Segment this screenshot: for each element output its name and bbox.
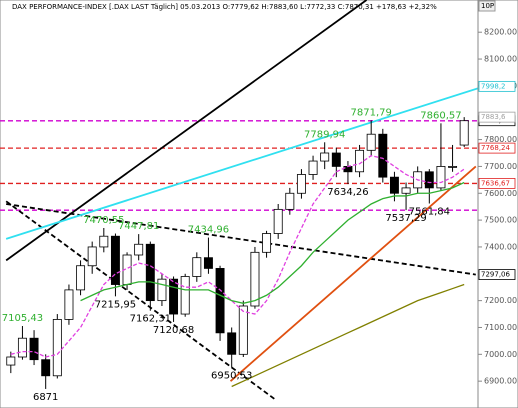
corner-box xyxy=(478,0,496,12)
y-tick-label: 6900.00 xyxy=(484,377,517,386)
candle-body xyxy=(169,278,179,315)
price-annotation: 7537,29 xyxy=(385,213,426,224)
price-annotation: 7789,94 xyxy=(304,129,345,140)
y-tick-label: 7400.00 xyxy=(484,242,517,251)
price-marker-label: 7636,67 xyxy=(481,179,510,187)
price-annotation: 7105,43 xyxy=(2,313,43,324)
trend-line xyxy=(5,87,478,240)
candle-body xyxy=(52,319,62,377)
candle-body xyxy=(238,305,248,355)
candle-body xyxy=(366,133,376,151)
moving-average xyxy=(231,283,465,388)
price-annotation: 7860,57 xyxy=(420,110,461,121)
candle-body xyxy=(215,268,225,334)
price-marker-box xyxy=(478,269,516,280)
price-annotation: 7120,68 xyxy=(153,325,194,336)
price-marker-box xyxy=(478,111,516,123)
price-annotation: 7634,26 xyxy=(327,187,368,198)
candle-body xyxy=(41,359,51,377)
candle-body xyxy=(87,246,97,267)
candle-body xyxy=(134,243,144,256)
price-annotation: 6871 xyxy=(33,392,58,403)
candle-body xyxy=(296,174,306,194)
price-annotation: 7447,81 xyxy=(118,221,159,232)
candle-body xyxy=(401,187,411,194)
corner-label: 10P xyxy=(481,2,494,10)
moving-average xyxy=(10,154,465,358)
y-tick-label: 7700.00 xyxy=(484,162,517,171)
price-axis: 8200.008100.008000.007800.007700.007600.… xyxy=(477,0,517,408)
candle-body xyxy=(448,166,458,168)
price-marker-box xyxy=(478,178,516,189)
candle-body xyxy=(389,176,399,194)
price-marker-label: 7883,6 xyxy=(481,113,506,121)
candle-body xyxy=(203,257,213,269)
candle-body xyxy=(331,152,341,167)
plot-area: 7105,4368717470,557215,957447,817162,317… xyxy=(0,0,478,403)
candle-body xyxy=(320,152,330,162)
candle-body xyxy=(110,235,120,285)
price-annotation: 7561,84 xyxy=(409,207,450,218)
candle-body xyxy=(308,160,318,175)
price-annotation: 7470,55 xyxy=(83,215,124,226)
candle-body xyxy=(355,149,365,173)
candle-body xyxy=(273,208,283,234)
chart-title: DAX PERFORMANCE-INDEX [.DAX LAST Täglich… xyxy=(12,3,437,11)
y-tick-label: 7800.00 xyxy=(484,135,517,144)
price-annotation: 6950,53 xyxy=(211,371,252,382)
candle-body xyxy=(99,235,109,248)
y-tick-label: 7600.00 xyxy=(484,189,517,198)
candle-body xyxy=(262,233,272,253)
candle-body xyxy=(192,257,202,277)
trend-line xyxy=(6,203,476,276)
price-marker-label: 7998,2 xyxy=(481,82,506,90)
moving-average xyxy=(80,181,465,304)
candle-body xyxy=(424,171,434,189)
price-marker-label: 7297,06 xyxy=(481,271,510,279)
candle-body xyxy=(145,243,155,302)
candle-body xyxy=(29,337,39,361)
price-annotation: 7434,96 xyxy=(188,225,229,236)
candle-body xyxy=(180,276,190,315)
price-marker-box xyxy=(478,80,516,92)
trend-line xyxy=(229,165,477,382)
candle-body xyxy=(157,278,167,302)
candle-body xyxy=(459,120,469,146)
candle-body xyxy=(378,133,388,178)
candle-body xyxy=(76,265,86,291)
candle-body xyxy=(64,289,74,320)
y-tick-label: 7100.00 xyxy=(484,323,517,332)
price-marker-label: 7768,24 xyxy=(481,144,510,152)
y-tick-label: 7200.00 xyxy=(484,296,517,305)
y-tick-label: 8200.00 xyxy=(484,28,517,37)
price-annotation: 7215,95 xyxy=(95,299,136,310)
price-marker-box xyxy=(478,142,516,154)
candle-body xyxy=(6,356,16,366)
candle-body xyxy=(250,251,260,307)
y-tick-label: 7000.00 xyxy=(484,350,517,359)
candle-body xyxy=(285,192,295,210)
candle-body xyxy=(227,332,237,355)
y-tick-label: 7500.00 xyxy=(484,216,517,225)
y-tick-label: 8100.00 xyxy=(484,55,517,64)
candle-body xyxy=(17,337,27,358)
trend-line xyxy=(5,0,368,262)
price-annotation: 7162,31 xyxy=(130,314,171,325)
candle-body xyxy=(436,166,446,189)
price-annotation: 7871,79 xyxy=(351,107,392,118)
